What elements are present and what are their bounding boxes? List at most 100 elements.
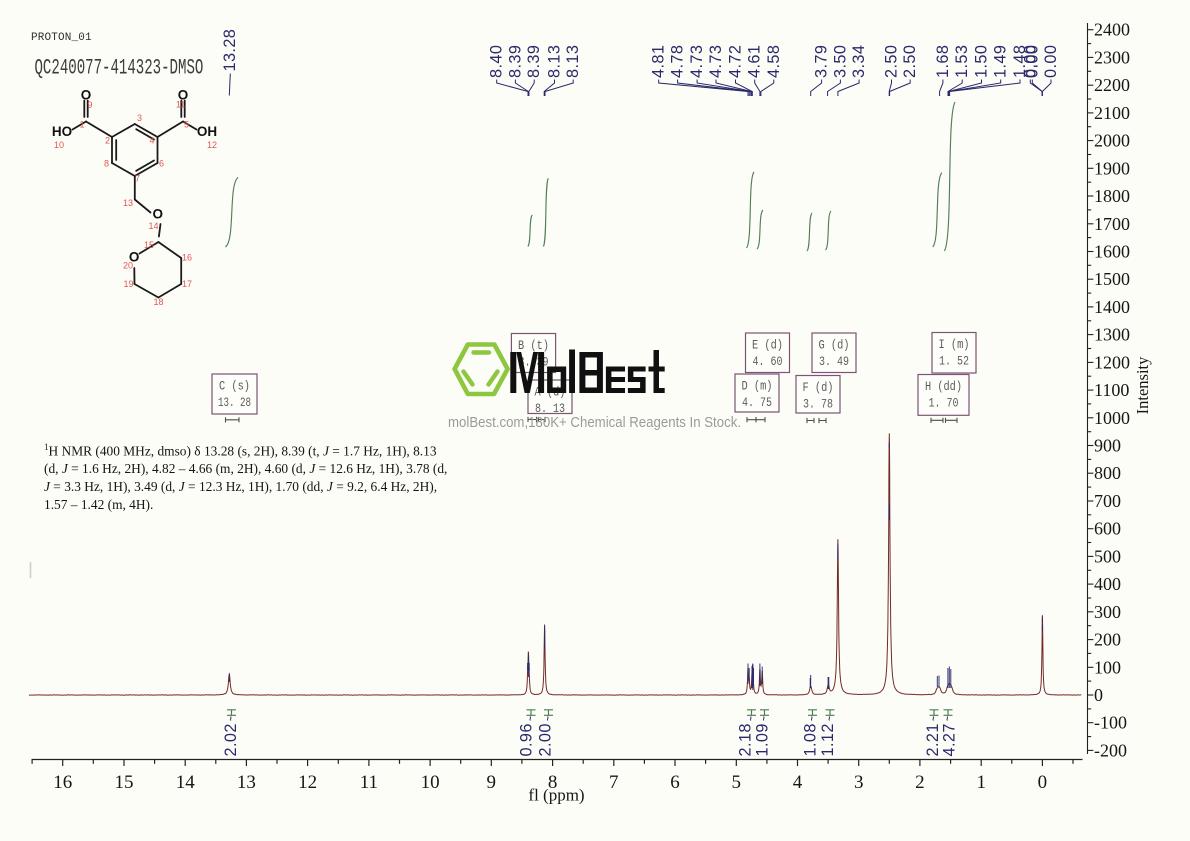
svg-text:14: 14	[148, 221, 158, 231]
svg-text:1100: 1100	[1094, 380, 1129, 400]
svg-text:3. 49: 3. 49	[819, 355, 849, 369]
svg-text:1700: 1700	[1094, 214, 1130, 234]
svg-text:G (d): G (d)	[819, 339, 850, 353]
svg-text:PROTON_01: PROTON_01	[31, 32, 92, 44]
svg-text:2.21: 2.21	[924, 723, 942, 756]
svg-text:8: 8	[548, 772, 558, 793]
svg-text:16: 16	[182, 253, 192, 263]
svg-text:1900: 1900	[1094, 158, 1130, 178]
svg-text:16: 16	[53, 772, 72, 793]
svg-text:2: 2	[105, 136, 110, 146]
svg-text:12: 12	[207, 140, 217, 150]
svg-text:15: 15	[144, 240, 154, 250]
svg-text:1.12: 1.12	[819, 723, 837, 756]
svg-text:4: 4	[149, 136, 154, 146]
svg-text:3: 3	[854, 772, 864, 793]
svg-text:D (m): D (m)	[742, 380, 773, 394]
svg-text:O: O	[178, 88, 189, 103]
svg-text:5: 5	[732, 772, 742, 793]
svg-text:900: 900	[1094, 436, 1121, 456]
svg-text:1200: 1200	[1094, 352, 1130, 372]
svg-text:14: 14	[176, 772, 196, 793]
svg-text:2100: 2100	[1094, 103, 1130, 123]
svg-text:13: 13	[237, 772, 256, 793]
svg-text:3.50: 3.50	[831, 45, 849, 78]
svg-text:2400: 2400	[1094, 20, 1130, 40]
svg-text:1.53: 1.53	[953, 45, 971, 78]
svg-text:8.39: 8.39	[525, 45, 543, 78]
svg-text:QC240077-414323-DMSO: QC240077-414323-DMSO	[35, 56, 204, 81]
svg-text:2.50: 2.50	[883, 45, 901, 78]
svg-text:2.50: 2.50	[901, 45, 919, 78]
svg-text:2.02: 2.02	[222, 723, 240, 756]
svg-text:1.49: 1.49	[992, 45, 1010, 78]
svg-text:500: 500	[1094, 546, 1121, 566]
svg-text:F (d): F (d)	[803, 381, 834, 395]
svg-text:O: O	[153, 207, 164, 222]
svg-text:1300: 1300	[1094, 325, 1130, 345]
svg-text:4.72: 4.72	[727, 45, 745, 78]
svg-text:2000: 2000	[1094, 131, 1130, 151]
svg-text:7: 7	[135, 174, 140, 184]
svg-text:1500: 1500	[1094, 269, 1130, 289]
svg-text:B (t): B (t)	[518, 339, 549, 353]
svg-text:6: 6	[159, 159, 164, 169]
svg-text:4.78: 4.78	[669, 45, 687, 78]
svg-text:13.28: 13.28	[221, 29, 239, 72]
svg-text:3.34: 3.34	[850, 45, 868, 78]
svg-text:2.00: 2.00	[536, 723, 554, 756]
svg-text:1: 1	[79, 120, 84, 130]
svg-text:0: 0	[1094, 685, 1103, 705]
svg-text:600: 600	[1094, 519, 1121, 539]
svg-text:800: 800	[1094, 463, 1121, 483]
svg-text:8.13: 8.13	[546, 45, 564, 78]
svg-text:11: 11	[360, 772, 378, 793]
svg-text:4. 75: 4. 75	[742, 396, 772, 410]
svg-text:4. 60: 4. 60	[753, 355, 783, 369]
svg-text:20: 20	[123, 261, 133, 271]
svg-text:C (s): C (s)	[219, 380, 250, 394]
svg-text:1800: 1800	[1094, 186, 1130, 206]
svg-text:4.27: 4.27	[940, 723, 958, 756]
svg-text:fl (ppm): fl (ppm)	[528, 786, 584, 805]
svg-text:-100: -100	[1094, 713, 1127, 733]
svg-text:4.61: 4.61	[746, 45, 764, 78]
svg-text:1600: 1600	[1094, 242, 1130, 262]
svg-text:Intensity: Intensity	[1133, 356, 1152, 414]
svg-text:1.50: 1.50	[973, 45, 991, 78]
svg-text:13. 28: 13. 28	[218, 396, 251, 410]
svg-text:I (m): I (m)	[939, 338, 970, 352]
svg-text:3: 3	[137, 113, 142, 123]
svg-text:200: 200	[1094, 630, 1121, 650]
svg-text:0.96: 0.96	[518, 723, 536, 756]
svg-text:O: O	[129, 250, 140, 265]
svg-text:9: 9	[487, 772, 497, 793]
svg-text:7: 7	[609, 772, 619, 793]
svg-text:1000: 1000	[1094, 408, 1130, 428]
svg-text:2200: 2200	[1094, 75, 1130, 95]
svg-text:H (dd): H (dd)	[925, 380, 962, 394]
svg-text:2300: 2300	[1094, 47, 1130, 67]
svg-text:8.39: 8.39	[506, 45, 524, 78]
svg-text:5: 5	[184, 120, 189, 130]
svg-text:11: 11	[176, 100, 185, 110]
svg-text:9: 9	[87, 100, 92, 110]
svg-text:0: 0	[1038, 772, 1048, 793]
svg-text:1. 70: 1. 70	[929, 397, 959, 411]
svg-text:2: 2	[915, 772, 925, 793]
svg-text:8. 13: 8. 13	[535, 402, 565, 416]
svg-text:8.40: 8.40	[488, 45, 506, 78]
svg-text:4.73: 4.73	[707, 45, 725, 78]
svg-text:400: 400	[1094, 574, 1121, 594]
svg-text:10: 10	[54, 140, 64, 150]
svg-text:4.81: 4.81	[650, 45, 668, 78]
svg-text:0.00: 0.00	[1042, 45, 1060, 78]
svg-text:molBest.com,180K+ Chemical Rea: molBest.com,180K+ Chemical Reagents In S…	[448, 415, 741, 431]
svg-text:8: 8	[104, 159, 109, 169]
svg-text:1400: 1400	[1094, 297, 1130, 317]
svg-text:700: 700	[1094, 491, 1121, 511]
svg-text:1. 52: 1. 52	[939, 355, 969, 369]
svg-text:15: 15	[115, 772, 134, 793]
svg-text:8.13: 8.13	[564, 45, 582, 78]
svg-text:3.79: 3.79	[813, 45, 831, 78]
